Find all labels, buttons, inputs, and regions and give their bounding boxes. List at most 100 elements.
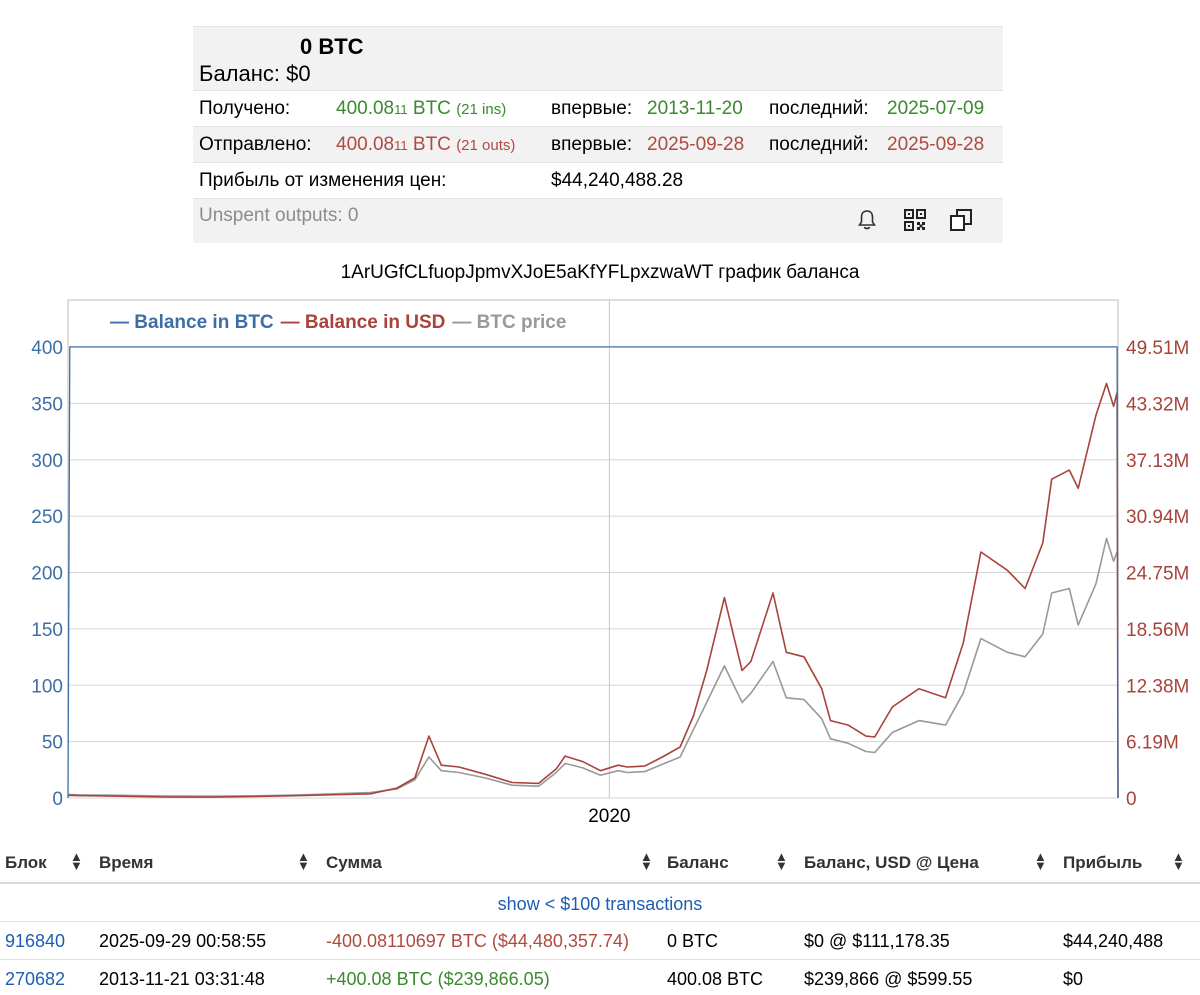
received-unit: BTC — [412, 98, 451, 119]
block-link[interactable]: 270682 — [5, 969, 66, 989]
table-row: 916840 2025-09-29 00:58:55 -400.08110697… — [0, 922, 1200, 960]
sort-time-icon[interactable]: ▲ ▼ — [297, 849, 310, 873]
y-right-tick-label: 0 — [1126, 789, 1137, 810]
tx-amount-unit: BTC — [396, 969, 433, 989]
y-left-tick-label: 350 — [31, 394, 63, 415]
y-right-tick-label: 12.38M — [1126, 676, 1189, 697]
tx-amount: +400.08 BTC ($239,866.05) — [326, 969, 550, 990]
chart-grid — [67, 299, 1119, 799]
series-line — [67, 346, 1119, 799]
received-row: Получено: 400.0811 BTC (21 ins) впервые:… — [193, 90, 1003, 126]
sort-profit-icon[interactable]: ▲ ▼ — [1172, 849, 1185, 873]
y-right-tick-label: 49.51M — [1126, 338, 1189, 359]
sent-first-label: впервые: — [551, 134, 633, 155]
unspent-row: Unspent outputs: 0 — [193, 198, 1003, 243]
received-label: Получено: — [199, 98, 291, 119]
sent-first-date: 2025-09-28 — [647, 134, 745, 155]
y-left-tick-label: 100 — [31, 676, 63, 697]
tx-amount-unit: BTC — [450, 931, 487, 951]
tx-amount-main: -400.08 — [326, 931, 388, 951]
sent-amount: 400.0811 BTC (21 outs) — [336, 134, 515, 156]
col-profit[interactable]: Прибыль — [1063, 853, 1143, 872]
show-small-link[interactable]: show < $100 transactions — [497, 894, 703, 914]
legend-entry[interactable]: — Balance in BTC — [110, 312, 274, 333]
received-last-date: 2025-07-09 — [887, 98, 985, 119]
profit-value: $44,240,488.28 — [551, 170, 684, 191]
tx-amount-usd: ($239,866.05) — [437, 969, 550, 989]
legend-entry[interactable]: — BTC price — [452, 312, 566, 333]
profit-row: Прибыль от изменения цен: $44,240,488.28 — [193, 162, 1003, 198]
y-right-tick-label: 6.19M — [1126, 733, 1179, 754]
received-amount: 400.0811 BTC (21 ins) — [336, 98, 506, 120]
col-balance[interactable]: Баланс — [667, 853, 729, 872]
sort-block-icon[interactable]: ▲ ▼ — [70, 849, 83, 873]
sent-count: (21 outs) — [456, 137, 516, 154]
x-tick-label: 2020 — [588, 806, 630, 827]
y-right-tick-label: 24.75M — [1126, 564, 1189, 585]
y-left-tick-label: 50 — [42, 733, 63, 754]
tx-balance: 400.08 BTC — [667, 969, 764, 989]
bell-icon[interactable] — [854, 207, 880, 233]
tx-balance: 0 BTC — [667, 931, 719, 951]
block-link[interactable]: 916840 — [5, 931, 66, 951]
balance-usd: $0 — [286, 61, 311, 86]
y-left-tick-label: 0 — [52, 789, 63, 810]
balance-chart[interactable]: 0 50 100 150 200 250 300 350 400 0 6.19M 12.38M 18.5… — [0, 295, 1200, 835]
sent-last-label: последний: — [769, 134, 869, 155]
legend-entry[interactable]: — Balance in USD — [281, 312, 446, 333]
unspent-cell[interactable]: Unspent outputs: 0 — [193, 199, 546, 243]
chart-series — [67, 346, 1119, 799]
unspent-outputs[interactable]: Unspent outputs: 0 — [199, 205, 359, 226]
chart-legend[interactable]: — Balance in BTC — Balance in USD — BTC pr… — [110, 312, 566, 333]
col-block[interactable]: Блок — [5, 853, 47, 872]
profit-label: Прибыль от изменения цен: — [199, 170, 447, 191]
received-amount-small: 11 — [394, 102, 408, 117]
sort-balance-icon[interactable]: ▲ ▼ — [775, 849, 788, 873]
table-row: 270682 2013-11-21 03:31:48 +400.08 BTC (… — [0, 960, 1200, 995]
series-line — [67, 382, 1119, 799]
y-right-tick-label: 43.32M — [1126, 394, 1189, 415]
y-left-tick-label: 400 — [31, 338, 63, 359]
tx-profit: $0 — [1063, 969, 1084, 989]
sent-last-date: 2025-09-28 — [887, 134, 985, 155]
y-right-tick-label: 30.94M — [1126, 507, 1189, 528]
sent-row: Отправлено: 400.0811 BTC (21 outs) вперв… — [193, 126, 1003, 162]
tx-amount-main: +400.08 — [326, 969, 392, 989]
col-time[interactable]: Время — [99, 853, 154, 872]
actions-cell — [546, 199, 1003, 243]
y-left-tick-label: 200 — [31, 564, 63, 585]
col-amount[interactable]: Сумма — [326, 853, 382, 872]
sent-amount-small: 11 — [394, 138, 408, 153]
col-balance-usd[interactable]: Баланс, USD @ Цена — [804, 853, 979, 872]
y-right-tick-label: 37.13M — [1126, 451, 1189, 472]
transactions-table: Блок ▲ ▼ Время ▲ ▼ Сумма ▲ ▼ Баланс ▲ ▼ Бала… — [0, 840, 1200, 995]
tx-time: 2013-11-21 03:31:48 — [99, 969, 265, 989]
y-right-tick-label: 18.56M — [1126, 620, 1189, 641]
sort-balance-usd-icon[interactable]: ▲ ▼ — [1034, 849, 1047, 873]
sent-amount-main: 400.08 — [336, 134, 395, 155]
plot-frame — [67, 299, 1119, 799]
received-first-label: впервые: — [551, 98, 633, 119]
show-small-row: show < $100 transactions — [0, 884, 1200, 922]
qr-code-icon[interactable] — [902, 207, 928, 233]
tx-amount: -400.08110697 BTC ($44,480,357.74) — [326, 931, 629, 952]
tx-balance-usd: $0 @ $111,178.35 — [804, 931, 950, 951]
received-last-label: последний: — [769, 98, 869, 119]
tx-profit: $44,240,488 — [1063, 931, 1164, 951]
sent-label: Отправлено: — [199, 134, 312, 155]
chart-title: 1ArUGfCLfuopJpmvXJoE5aKfYFLpxzwaWT графи… — [340, 262, 860, 283]
tx-amount-usd: ($44,480,357.74) — [491, 931, 629, 951]
balance-header: 0 BTC Баланс: $0 — [193, 26, 1003, 90]
sent-unit: BTC — [412, 134, 451, 155]
received-count: (21 ins) — [456, 101, 507, 118]
series-line — [67, 537, 1118, 797]
tx-time: 2025-09-29 00:58:55 — [99, 931, 267, 951]
received-first-date: 2013-11-20 — [647, 98, 743, 119]
table-header: Блок ▲ ▼ Время ▲ ▼ Сумма ▲ ▼ Баланс ▲ ▼ Бала… — [0, 840, 1200, 884]
sort-amount-icon[interactable]: ▲ ▼ — [640, 849, 653, 873]
btc-balance: 0 BTC — [300, 34, 364, 59]
usd-balance: Баланс: $0 — [199, 61, 311, 87]
copy-icon[interactable] — [948, 207, 974, 233]
balance-label: Баланс: — [199, 61, 281, 86]
chart-axes: 0 50 100 150 200 250 300 350 400 0 6.19M 12.38M 18.5… — [31, 338, 1189, 827]
